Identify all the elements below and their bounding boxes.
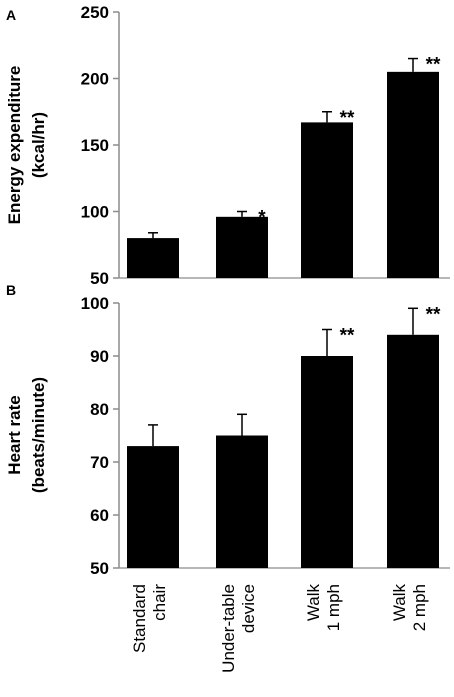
x-category-label: Walk <box>390 584 409 622</box>
bar <box>301 122 353 278</box>
panel-letter-b: B <box>6 282 16 298</box>
y-axis-title: Heart rate <box>5 395 24 474</box>
x-category-label: Walk <box>304 584 323 622</box>
bar <box>216 216 268 278</box>
y-tick-label: 60 <box>90 506 109 525</box>
x-category-label: chair <box>150 584 169 621</box>
significance-marker: ** <box>426 304 441 325</box>
x-category-labels: Standard chair Under-table device Walk 1 mph W… <box>130 584 429 673</box>
y-tick-label: 250 <box>81 3 109 22</box>
y-tick-label: 70 <box>90 453 109 472</box>
y-axis-title: (beats/minute) <box>29 377 48 493</box>
x-category-label: Standard <box>130 584 149 653</box>
y-axis-title: (kcal/hr) <box>29 112 48 178</box>
bar <box>387 334 439 568</box>
bar <box>127 446 179 568</box>
x-category-label: 2 mph <box>410 584 429 631</box>
panel-b: B 50 60 70 80 90 100 Heart rate (beats/minute) *… <box>5 282 450 578</box>
y-axis-title: Energy expenditure <box>5 66 24 225</box>
bar <box>216 435 268 568</box>
x-category-label: 1 mph <box>324 584 343 631</box>
y-tick-label: 100 <box>81 203 109 222</box>
y-tick-label: 50 <box>90 269 109 288</box>
x-category-label: device <box>239 584 258 633</box>
y-tick-label: 90 <box>90 347 109 366</box>
x-category-label: Under-table <box>219 584 238 673</box>
y-tick-label: 200 <box>81 70 109 89</box>
panel-a: A 50 100 150 200 250 Energy expenditure (kcal/… <box>5 3 450 288</box>
bar <box>127 238 179 278</box>
significance-marker: * <box>258 208 266 229</box>
y-tick-label: 100 <box>81 294 109 313</box>
y-tick-label: 80 <box>90 400 109 419</box>
panel-letter-a: A <box>6 7 16 23</box>
significance-marker: ** <box>340 108 355 129</box>
significance-marker: ** <box>340 326 355 347</box>
significance-marker: ** <box>426 55 441 76</box>
y-tick-label: 50 <box>90 559 109 578</box>
bar <box>301 356 353 568</box>
y-tick-label: 150 <box>81 136 109 155</box>
bar <box>387 71 439 278</box>
